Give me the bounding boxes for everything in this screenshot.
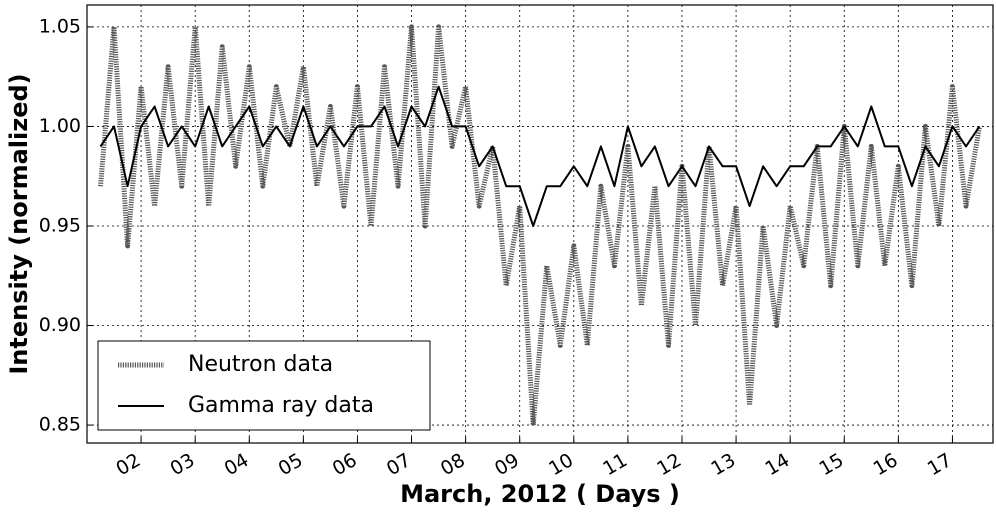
- y-tick-label: 0.95: [39, 214, 81, 236]
- x-tick-label: 17: [924, 449, 956, 480]
- y-tick-label: 0.90: [39, 314, 81, 336]
- x-tick-label: 05: [275, 449, 307, 480]
- x-tick-label: 15: [816, 449, 848, 480]
- y-axis-title: Intensity (normalized): [5, 73, 33, 374]
- y-tick-label: 0.85: [39, 414, 81, 436]
- x-tick-label: 14: [761, 449, 793, 480]
- x-tick-label: 08: [437, 449, 469, 480]
- plot-frame: [86, 4, 994, 444]
- series-line: [98, 24, 982, 428]
- y-tick-label: 1.00: [39, 115, 81, 137]
- x-tick-label: 06: [329, 449, 361, 480]
- legend-box: [97, 340, 431, 431]
- x-tick-label: 12: [653, 449, 685, 480]
- x-tick-label: 16: [870, 449, 902, 480]
- x-tick-label: 03: [166, 449, 198, 480]
- x-tick-label: 04: [221, 449, 253, 480]
- x-tick-label: 09: [491, 449, 523, 480]
- legend-label: Neutron data: [188, 352, 333, 377]
- x-tick-label: 02: [112, 449, 144, 480]
- x-tick-label: 07: [383, 449, 415, 480]
- x-tick-label: 10: [545, 449, 577, 480]
- x-tick-label: 11: [599, 449, 631, 480]
- legend-label: Gamma ray data: [188, 393, 374, 418]
- y-tick-label: 1.05: [39, 15, 81, 37]
- x-axis-title: March, 2012 ( Days ): [400, 480, 680, 508]
- series-line: [99, 85, 981, 227]
- x-tick-label: 13: [707, 449, 739, 480]
